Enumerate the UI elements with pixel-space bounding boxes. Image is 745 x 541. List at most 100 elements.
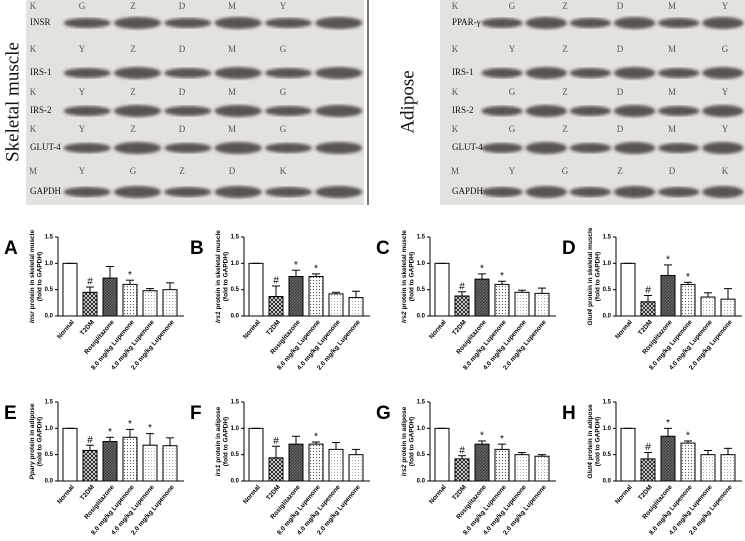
blot-band xyxy=(264,68,313,78)
y-tick-label: 0.5 xyxy=(603,287,612,293)
protein-label: INSR xyxy=(30,17,51,27)
bar xyxy=(454,458,470,482)
lane-label: K xyxy=(452,1,459,11)
bar xyxy=(142,444,158,482)
y-axis-label: Irs2 protein in skeletal muscle xyxy=(401,230,408,323)
y-axis-label: Glut4 protein in skeletal muscle xyxy=(587,227,594,325)
lane-label: D xyxy=(229,166,236,176)
lane-label: D xyxy=(617,124,624,134)
blot-band xyxy=(164,143,212,153)
x-tick-label: Normal xyxy=(56,319,76,341)
bar xyxy=(494,283,510,317)
x-tick-label: T2DM xyxy=(451,319,468,337)
bar xyxy=(474,443,490,482)
y-axis-unit: (fold to GAPDH) xyxy=(223,252,230,301)
protein-label: PPAR-γ xyxy=(452,17,481,27)
blot-band xyxy=(63,106,111,116)
lane-label: G xyxy=(130,166,137,176)
blot-band xyxy=(164,187,212,197)
error-bar xyxy=(704,449,712,455)
error-bar xyxy=(292,269,300,277)
error-bar xyxy=(664,264,672,276)
blot-band xyxy=(113,17,162,29)
significance-mark: * xyxy=(480,431,484,442)
blot-band xyxy=(613,142,656,154)
y-tick-label: 1.0 xyxy=(231,261,240,267)
bar xyxy=(474,278,490,317)
error-bar xyxy=(272,445,280,458)
error-bar xyxy=(312,273,320,277)
gene-name: Irs2 xyxy=(401,311,408,323)
error-bar xyxy=(704,292,712,298)
significance-mark: * xyxy=(148,423,152,434)
x-tick-label: Normal xyxy=(56,484,76,506)
blot-band xyxy=(702,142,744,154)
error-bar xyxy=(478,440,486,445)
y-tick-label: 0.5 xyxy=(603,452,612,458)
blot-band xyxy=(63,68,111,78)
blot-band xyxy=(214,186,262,198)
blot-band xyxy=(569,68,612,78)
y-tick-label: 0.0 xyxy=(603,479,612,485)
error-bar xyxy=(126,279,134,285)
bar xyxy=(348,454,364,482)
blot-band xyxy=(214,17,262,29)
y-axis-label-text: protein in adipose xyxy=(401,406,408,462)
bar xyxy=(620,427,636,482)
y-tick-label: 1.5 xyxy=(417,235,426,241)
blot-band xyxy=(569,106,612,116)
y-tick-label: 0.0 xyxy=(45,314,54,320)
bar xyxy=(514,454,530,482)
lane-label: Z xyxy=(130,1,136,11)
lane-label: G xyxy=(280,124,287,134)
significance-mark: * xyxy=(294,260,298,271)
blot-band xyxy=(613,17,656,29)
error-bar xyxy=(518,289,526,293)
bar xyxy=(534,292,550,317)
y-axis-label-text: protein in skeletal muscle xyxy=(29,230,36,310)
blot-band xyxy=(525,186,568,198)
y-axis-label-text: protein in skeletal muscle xyxy=(401,230,408,310)
error-bar xyxy=(352,448,360,455)
lane-label: D xyxy=(617,1,624,11)
lane-label: D xyxy=(179,1,186,11)
lane-label: M xyxy=(668,124,676,134)
blot-band xyxy=(481,143,523,153)
x-tick-label: Normal xyxy=(428,484,448,506)
gene-name: Irs1 xyxy=(215,311,222,323)
y-axis-unit: (fold to GAPDH) xyxy=(37,252,44,301)
lane-label: M xyxy=(228,44,236,54)
x-tick-label: Normal xyxy=(614,319,634,341)
lane-label: G xyxy=(509,124,516,134)
blot-band xyxy=(164,18,212,28)
panel-letter: C xyxy=(376,238,390,259)
bar xyxy=(162,445,178,482)
lane-label: K xyxy=(30,87,37,97)
lane-label: Y xyxy=(79,87,86,97)
error-bar xyxy=(458,455,466,459)
bar xyxy=(122,283,138,317)
blot-band xyxy=(657,106,700,116)
y-tick-label: 0.0 xyxy=(603,314,612,320)
bar xyxy=(102,441,118,482)
lane-label: Y xyxy=(722,87,729,97)
blot-band xyxy=(315,67,363,79)
y-tick-label: 1.5 xyxy=(231,400,240,406)
bar xyxy=(514,291,530,317)
bar xyxy=(534,455,550,482)
x-tick-label: Normal xyxy=(242,319,262,341)
y-axis-unit: (fold to GAPDH) xyxy=(223,417,230,466)
error-bar xyxy=(312,441,320,445)
blot-band xyxy=(657,187,700,197)
significance-mark: # xyxy=(459,445,465,456)
significance-mark: # xyxy=(459,281,465,292)
bar xyxy=(660,435,676,482)
y-tick-label: 1.5 xyxy=(603,235,612,241)
lane-label: M xyxy=(668,87,676,97)
error-bar xyxy=(538,454,546,457)
x-tick-label: T2DM xyxy=(451,484,468,502)
lane-label: Y xyxy=(722,124,729,134)
error-bar xyxy=(498,443,506,450)
tissue-label: Adipose xyxy=(397,70,418,133)
lane-label: Z xyxy=(617,166,623,176)
